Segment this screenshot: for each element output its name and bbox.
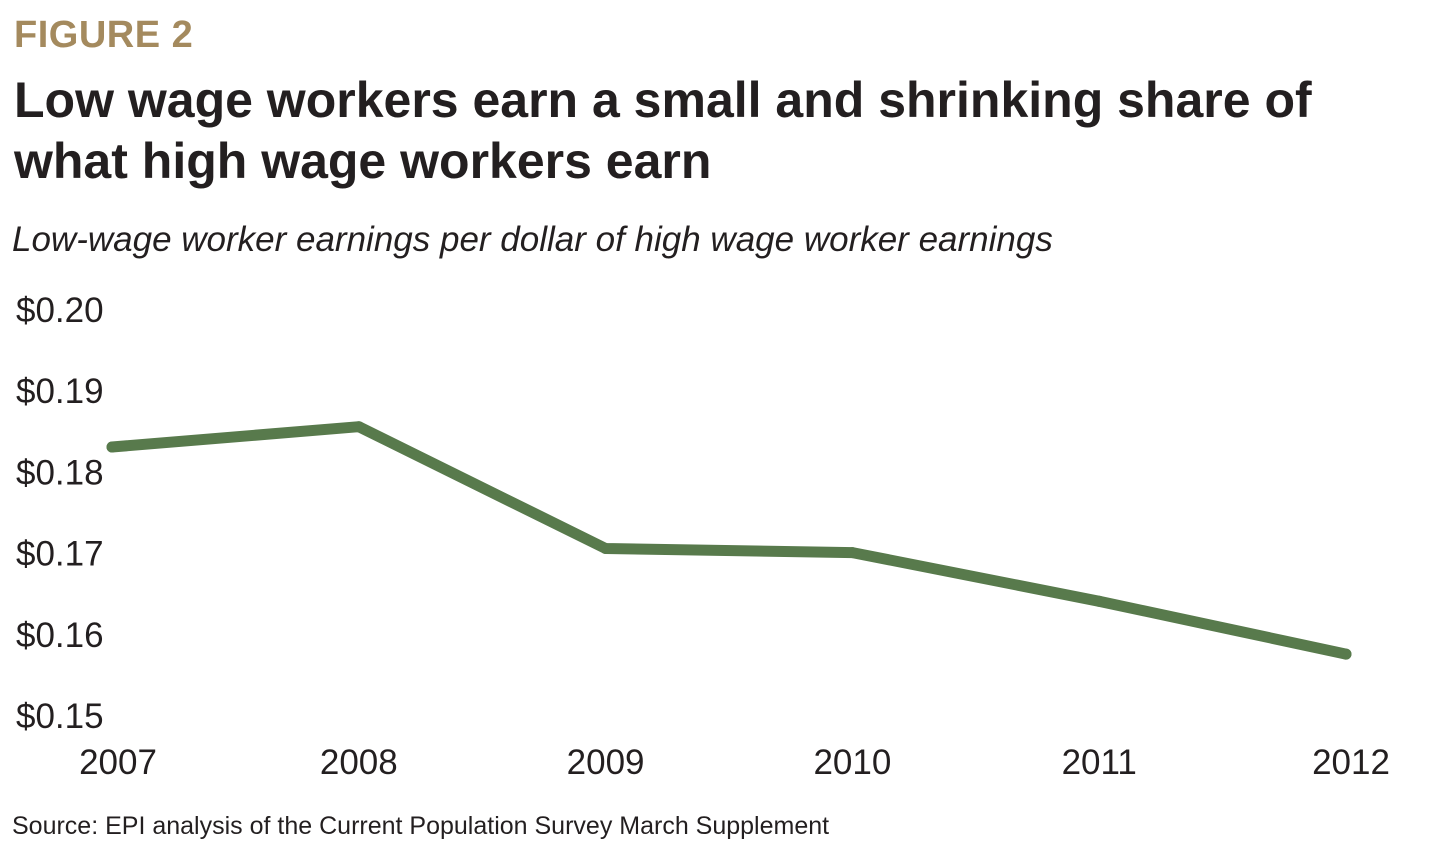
y-tick-label: $0.20 bbox=[16, 291, 104, 330]
y-tick-label: $0.15 bbox=[16, 697, 104, 736]
figure-label: FIGURE 2 bbox=[14, 14, 194, 56]
line-chart: $0.20$0.19$0.18$0.17$0.16$0.15 2007 2008 2… bbox=[16, 291, 1390, 782]
x-tick-label: 2010 bbox=[813, 743, 891, 782]
series-layer bbox=[106, 421, 1352, 660]
y-tick-label: $0.17 bbox=[16, 535, 104, 574]
x-tick-label: 2011 bbox=[1062, 743, 1137, 782]
y-axis: $0.20 $0.19 $0.18 $0.17 $0.16 $0.15 bbox=[16, 291, 104, 736]
x-tick-label: 2009 bbox=[567, 743, 645, 782]
y-tick-label: $0.18 bbox=[16, 453, 104, 492]
data-point bbox=[600, 543, 612, 554]
y-tick-label: $0.16 bbox=[16, 616, 104, 655]
x-axis: 2007 2008 2009 2010 2011 2012 bbox=[79, 743, 1390, 782]
data-point bbox=[106, 441, 118, 453]
data-point bbox=[846, 547, 858, 559]
x-tick-label: 2007 bbox=[79, 743, 157, 782]
x-tick-label: 2008 bbox=[320, 743, 398, 782]
x-tick-label: 2012 bbox=[1312, 743, 1390, 782]
y-tick-label: $0.19 bbox=[16, 372, 104, 411]
chart-title: Low wage workers earn a small and shrink… bbox=[14, 72, 1312, 189]
data-point bbox=[1340, 648, 1352, 660]
chart-subtitle: Low-wage worker earnings per dollar of h… bbox=[12, 220, 1053, 259]
series-line bbox=[106, 421, 1352, 660]
data-point bbox=[353, 421, 365, 433]
data-point bbox=[1093, 595, 1105, 607]
source-note: Source: EPI analysis of the Current Popu… bbox=[12, 812, 830, 840]
